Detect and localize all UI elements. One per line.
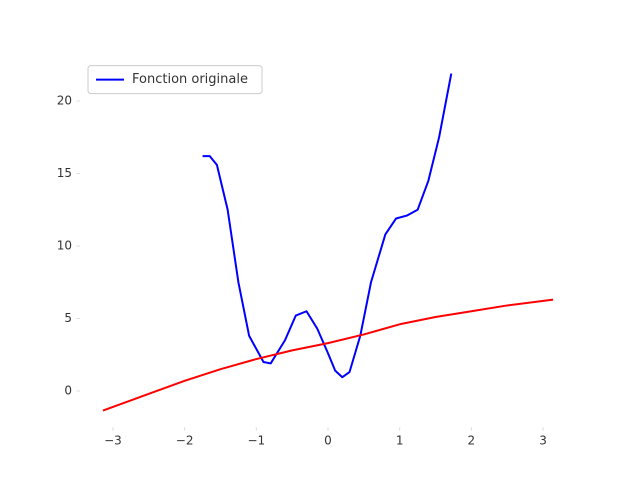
y-tick-label: 10 xyxy=(57,239,72,253)
x-tick-label: −1 xyxy=(247,434,265,448)
y-tick-label: 0 xyxy=(64,383,72,397)
x-tick-label: 3 xyxy=(539,434,547,448)
series-line xyxy=(102,298,554,412)
x-tick-label: −3 xyxy=(104,434,122,448)
series-line xyxy=(202,73,453,379)
y-tick-label: 5 xyxy=(64,311,72,325)
x-tick-label: 0 xyxy=(324,434,332,448)
x-tick-label: 1 xyxy=(396,434,404,448)
y-tick-label: 20 xyxy=(57,94,72,108)
x-tick-label: −2 xyxy=(176,434,194,448)
y-tick-label: 15 xyxy=(57,166,72,180)
legend-box xyxy=(87,65,263,95)
legend: Fonction originale xyxy=(87,65,263,95)
x-tick-label: 2 xyxy=(468,434,476,448)
legend-label: Fonction originale xyxy=(132,72,248,87)
